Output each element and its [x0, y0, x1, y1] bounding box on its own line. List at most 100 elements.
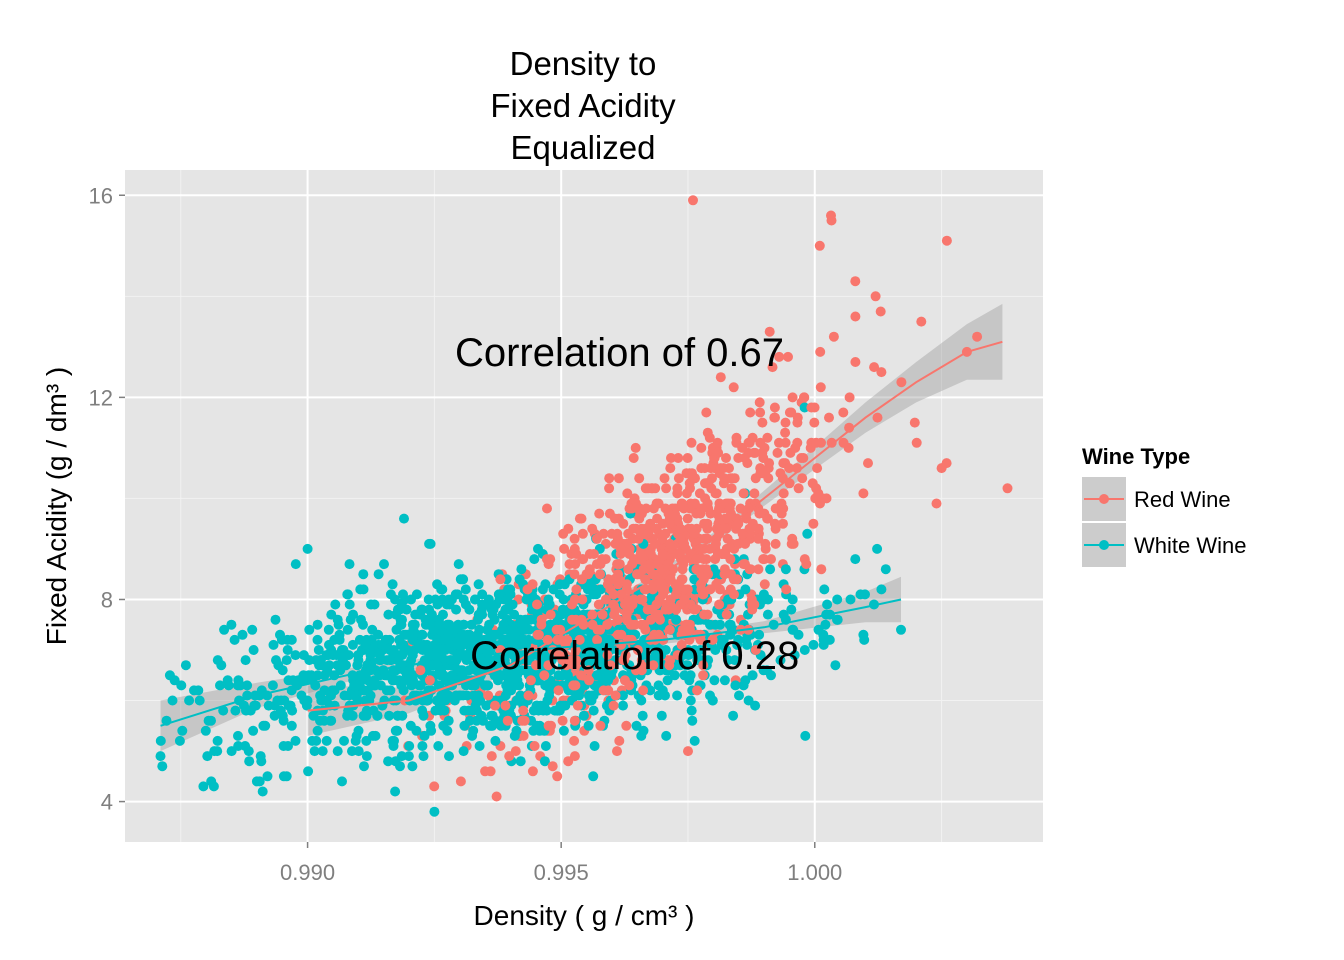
data-point [780, 417, 791, 428]
data-point [543, 680, 554, 691]
data-point [806, 402, 817, 413]
data-point [820, 619, 831, 630]
data-point [657, 549, 668, 559]
data-point [313, 645, 324, 655]
data-point [671, 614, 682, 625]
data-point [681, 488, 692, 499]
smooth-lines [160, 340, 1003, 727]
data-point [664, 624, 675, 635]
data-point [668, 564, 679, 575]
data-point [283, 741, 293, 751]
data-point [177, 725, 188, 736]
data-point [494, 670, 505, 681]
data-point [439, 705, 450, 716]
data-point [707, 634, 718, 645]
data-point [812, 463, 823, 474]
data-point [697, 503, 708, 514]
data-point [743, 447, 754, 458]
data-point [815, 346, 826, 357]
data-point [473, 579, 484, 590]
data-point [317, 746, 328, 757]
data-point [684, 468, 695, 479]
data-point [687, 715, 698, 726]
data-point [577, 594, 588, 605]
data-point [896, 624, 906, 635]
data-point [832, 614, 843, 625]
data-point [850, 311, 861, 322]
data-point [863, 458, 873, 469]
data-point [342, 589, 353, 600]
data-point [316, 695, 327, 706]
data-point [486, 751, 497, 762]
data-point [710, 538, 721, 549]
data-point [691, 564, 702, 575]
data-point [202, 751, 213, 762]
data-point [789, 650, 800, 661]
data-point [424, 675, 435, 686]
data-point [850, 276, 861, 287]
data-point [800, 730, 811, 741]
data-point [354, 634, 365, 645]
data-point [312, 634, 323, 645]
data-point [424, 538, 435, 549]
data-point [247, 624, 258, 635]
data-point [344, 599, 355, 610]
data-point [330, 599, 341, 610]
data-point [332, 614, 343, 625]
data-point [436, 690, 447, 701]
data-point [584, 675, 594, 686]
data-point [474, 624, 485, 635]
data-point [636, 665, 647, 676]
data-point [155, 751, 166, 762]
data-point [356, 614, 366, 625]
axis-titles: Density ( g / cm³ ) Fixed Acidity (g / dm… [41, 367, 694, 931]
data-point [574, 634, 585, 645]
data-point [529, 554, 540, 565]
data-point [811, 437, 822, 448]
data-point [489, 629, 499, 640]
data-point [721, 645, 732, 655]
data-point [577, 528, 588, 539]
data-point [595, 720, 606, 731]
data-point [818, 634, 829, 645]
data-point [692, 685, 703, 696]
data-point [416, 629, 427, 640]
data-point [698, 589, 709, 600]
axis-ticks: 0.990 0.995 1.000 4 8 12 16 [89, 183, 843, 885]
data-point [348, 609, 359, 620]
data-point [373, 569, 384, 580]
data-point [212, 655, 223, 666]
annotations: Correlation of 0.67 Correlation of 0.28 [455, 331, 799, 678]
data-point [347, 639, 358, 650]
data-point [361, 735, 372, 746]
data-point [219, 624, 230, 635]
data-point [574, 690, 585, 701]
data-point [817, 493, 828, 504]
data-point [587, 523, 598, 534]
data-point [701, 407, 712, 418]
data-point [737, 528, 748, 539]
data-point [682, 660, 693, 671]
data-point [699, 518, 710, 529]
data-point [218, 705, 229, 716]
data-point [734, 690, 744, 701]
data-point [850, 554, 861, 565]
data-point [793, 483, 804, 494]
data-point [916, 316, 927, 327]
data-point [329, 634, 340, 645]
data-point [470, 594, 480, 605]
data-point [387, 579, 398, 590]
data-point [365, 650, 376, 661]
data-point [525, 675, 536, 686]
data-point [600, 554, 611, 565]
data-point [828, 331, 839, 342]
data-point [660, 528, 671, 539]
data-point [423, 594, 434, 605]
data-point [397, 614, 407, 625]
data-point [491, 599, 502, 610]
data-point [628, 523, 639, 534]
data-point [342, 624, 353, 635]
data-point [624, 549, 635, 559]
data-point [591, 533, 602, 544]
data-point [578, 710, 589, 721]
